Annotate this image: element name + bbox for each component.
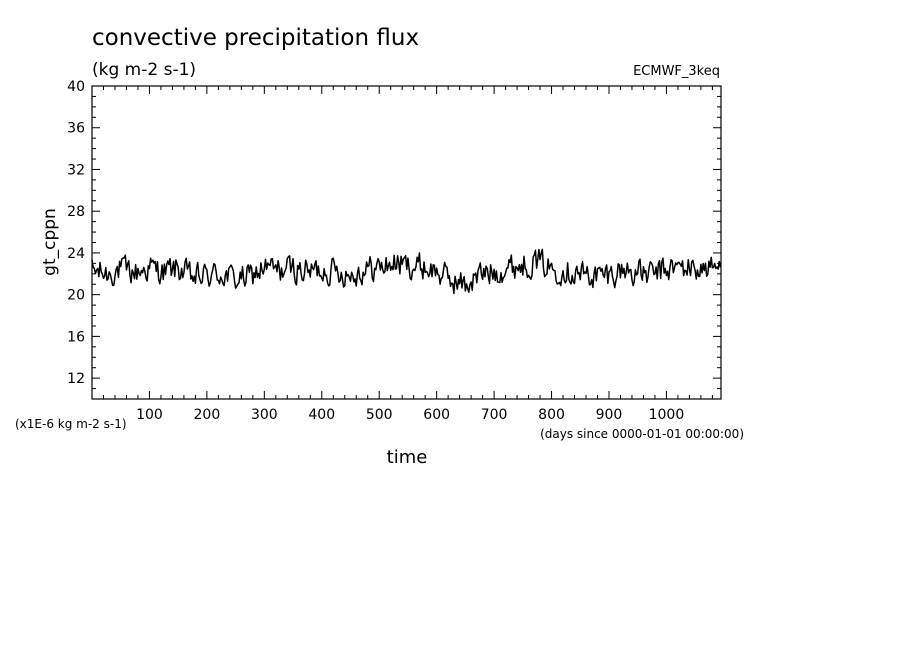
y-tick-label: 36 — [67, 121, 85, 137]
y-tick-label: 12 — [67, 371, 85, 387]
dataset-label: ECMWF_3keq — [633, 64, 720, 79]
x-tick-label: 100 — [136, 407, 163, 423]
y-tick-label: 40 — [67, 79, 85, 95]
chart-title: convective precipitation flux — [92, 25, 419, 51]
x-tick-label: 600 — [423, 407, 450, 423]
y-scale-note: (x1E-6 kg m-2 s-1) — [15, 417, 127, 431]
x-tick-label: 800 — [538, 407, 565, 423]
x-tick-label: 300 — [251, 407, 278, 423]
x-tick-label: 1000 — [649, 407, 685, 423]
x-tick-label: 400 — [308, 407, 335, 423]
y-tick-label: 16 — [67, 329, 85, 345]
x-tick-label: 200 — [194, 407, 221, 423]
y-tick-label: 32 — [67, 162, 85, 178]
chart-units: (kg m-2 s-1) — [92, 60, 196, 80]
plot-frame — [91, 85, 722, 400]
axis-ticks: 12 16 20 24 28 32 36 40 100 200 300 400 500 600 700 800… — [67, 79, 721, 423]
x-tick-label: 500 — [366, 407, 393, 423]
x-tick-label: 700 — [481, 407, 508, 423]
series-line — [91, 248, 722, 295]
y-tick-label: 28 — [67, 204, 85, 220]
x-tick-label: 900 — [596, 407, 623, 423]
x-units-note: (days since 0000-01-01 00:00:00) — [540, 427, 744, 441]
x-axis-label: time — [387, 447, 428, 468]
y-tick-label: 20 — [67, 288, 85, 304]
y-tick-label: 24 — [67, 246, 85, 262]
y-axis-label: gt_cppn — [40, 208, 60, 276]
